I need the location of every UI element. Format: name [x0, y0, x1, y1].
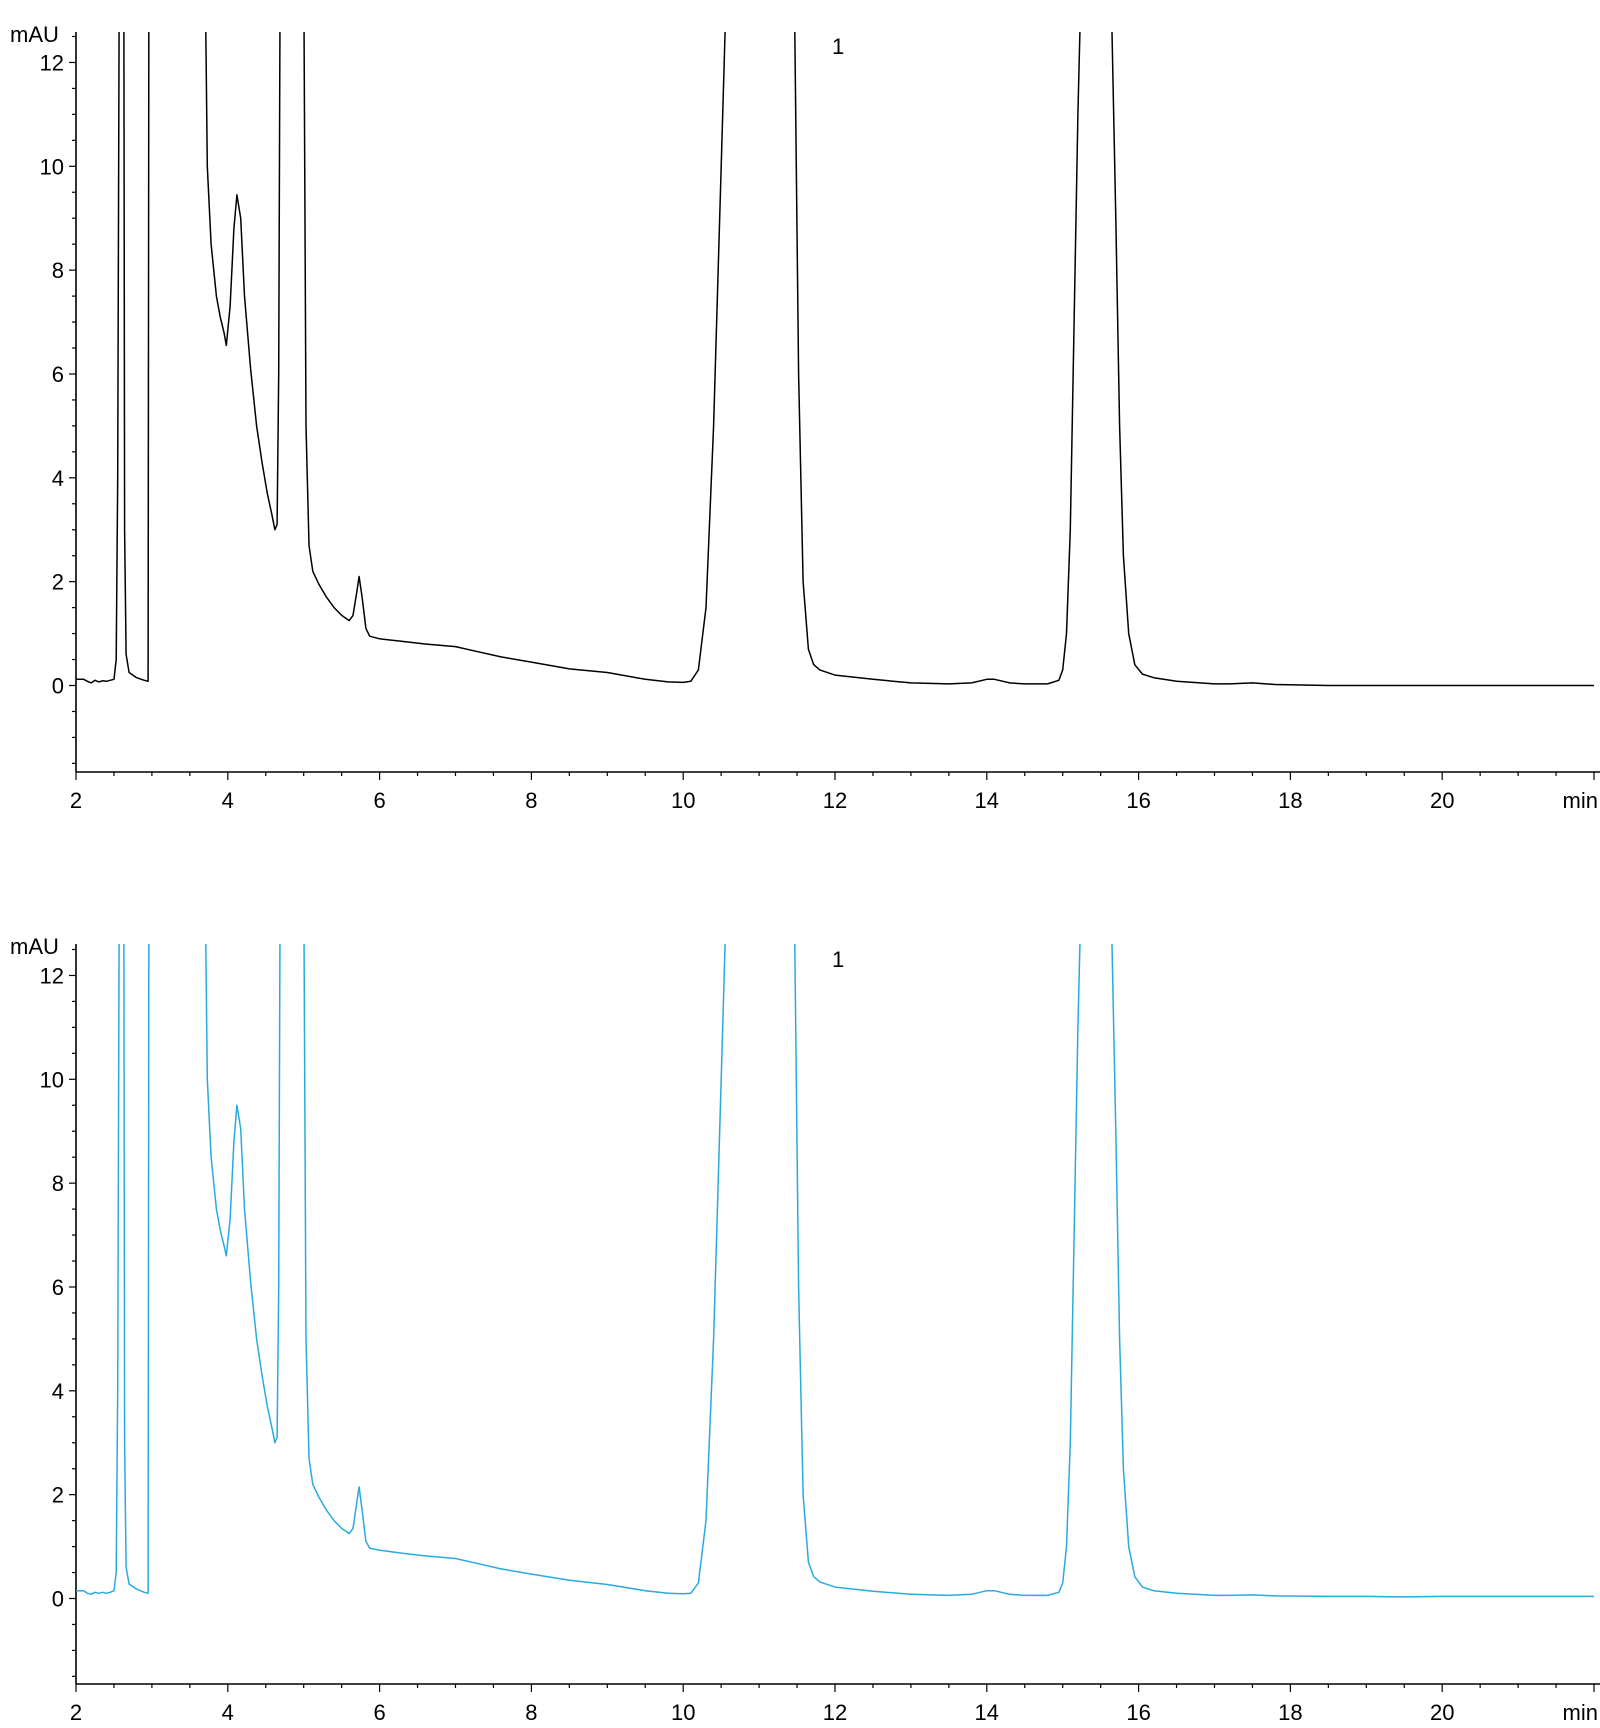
- peak-number-label: 1: [832, 947, 844, 972]
- y-tick-label: 4: [52, 1379, 64, 1404]
- peak-number-label: 1: [832, 34, 844, 59]
- x-tick-label: 12: [823, 788, 847, 813]
- x-tick-label: 10: [671, 788, 695, 813]
- y-tick-label: 10: [40, 1067, 64, 1092]
- y-axis-unit-label: mAU: [10, 22, 59, 47]
- y-tick-label: 0: [52, 1587, 64, 1612]
- x-tick-label: 2: [70, 788, 82, 813]
- y-tick-label: 0: [52, 674, 64, 699]
- chromatogram-trace: [76, 944, 1594, 1598]
- y-tick-label: 10: [40, 154, 64, 179]
- y-tick-label: 12: [40, 50, 64, 75]
- x-tick-label: 10: [671, 1700, 695, 1725]
- x-tick-label: 4: [222, 788, 234, 813]
- x-axis-unit-label: min: [1563, 1700, 1598, 1725]
- y-axis-unit-label: mAU: [10, 934, 59, 959]
- x-tick-label: 18: [1278, 1700, 1302, 1725]
- y-tick-label: 2: [52, 570, 64, 595]
- x-tick-label: 12: [823, 1700, 847, 1725]
- y-tick-label: 2: [52, 1483, 64, 1508]
- chromatogram-trace: [76, 32, 1594, 687]
- x-tick-label: 4: [222, 1700, 234, 1725]
- x-tick-label: 20: [1430, 1700, 1454, 1725]
- y-tick-label: 12: [40, 963, 64, 988]
- x-tick-label: 6: [373, 788, 385, 813]
- chromatogram-panel-bottom: 0 2 4 6 8 10 12 2 4 6 8 10 12 14 16 18 20 mAU min 1: [10, 934, 1600, 1725]
- x-tick-label: 6: [373, 1700, 385, 1725]
- y-tick-label: 6: [52, 1275, 64, 1300]
- x-tick-label: 8: [525, 788, 537, 813]
- y-tick-label: 8: [52, 1171, 64, 1196]
- x-tick-label: 16: [1126, 1700, 1150, 1725]
- x-tick-label: 8: [525, 1700, 537, 1725]
- x-axis-unit-label: min: [1563, 788, 1598, 813]
- x-tick-label: 14: [975, 1700, 999, 1725]
- x-tick-label: 20: [1430, 788, 1454, 813]
- x-tick-label: 14: [975, 788, 999, 813]
- y-tick-label: 8: [52, 258, 64, 283]
- x-tick-label: 18: [1278, 788, 1302, 813]
- x-tick-label: 16: [1126, 788, 1150, 813]
- y-tick-label: 6: [52, 362, 64, 387]
- y-tick-label: 4: [52, 466, 64, 491]
- chromatogram-panel-top: 0 2 4 6 8 10 12 2 4 6 8 10 12 14 16 18 20 mAU min 1: [10, 22, 1600, 813]
- x-tick-label: 2: [70, 1700, 82, 1725]
